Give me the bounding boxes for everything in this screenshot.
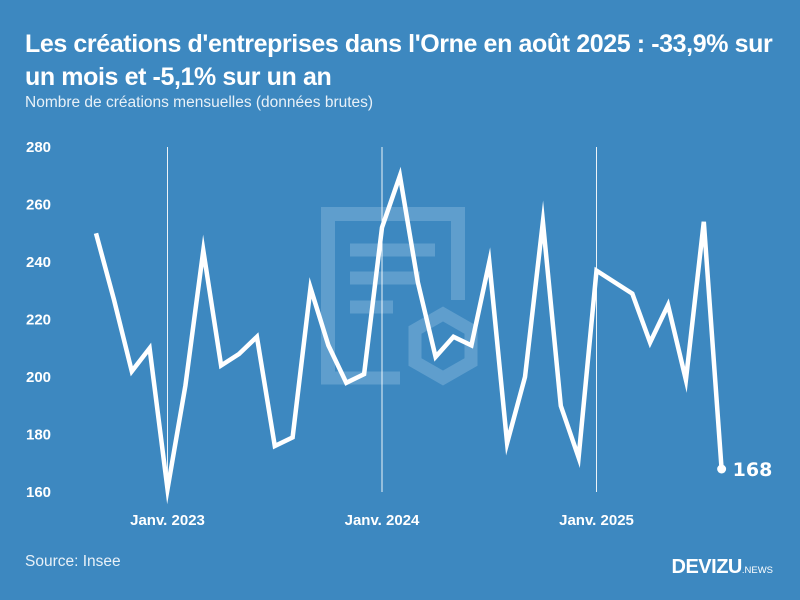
x-tick-label: Janv. 2024: [345, 512, 420, 529]
y-tick-label: 260: [26, 197, 51, 214]
y-tick-label: 160: [26, 484, 51, 501]
series-layer: 168: [93, 166, 773, 505]
y-tick-label: 220: [26, 312, 51, 329]
logo-brand: DEVIZU: [671, 556, 743, 578]
chart-subtitle: Nombre de créations mensuelles (données …: [25, 94, 374, 111]
x-tick-label: Janv. 2025: [559, 512, 634, 529]
watermark-hexagon: [408, 306, 478, 386]
y-tick-label: 180: [26, 427, 51, 444]
chart-title: Les créations d'entreprises dans l'Orne …: [25, 30, 773, 91]
source-label: Source: Insee: [25, 553, 121, 570]
series-line: [93, 166, 724, 505]
end-value-label: 168: [733, 459, 773, 481]
x-axis: Janv. 2023 Janv. 2024 Janv. 2025: [130, 512, 634, 529]
gridlines: [167, 147, 597, 492]
x-tick-label: Janv. 2023: [130, 512, 205, 529]
y-tick-label: 200: [26, 369, 51, 386]
devizu-logo: DEVIZU.NEWS: [672, 556, 773, 579]
logo-suffix: .NEWS: [741, 565, 773, 576]
watermark-document-outline: [321, 207, 465, 384]
document-gear-icon: [321, 207, 478, 386]
y-tick-label: 240: [26, 254, 51, 271]
end-point-marker: [717, 464, 727, 474]
y-axis: 160 180 200 220 240 260 280: [26, 139, 51, 501]
y-tick-label: 280: [26, 139, 51, 156]
